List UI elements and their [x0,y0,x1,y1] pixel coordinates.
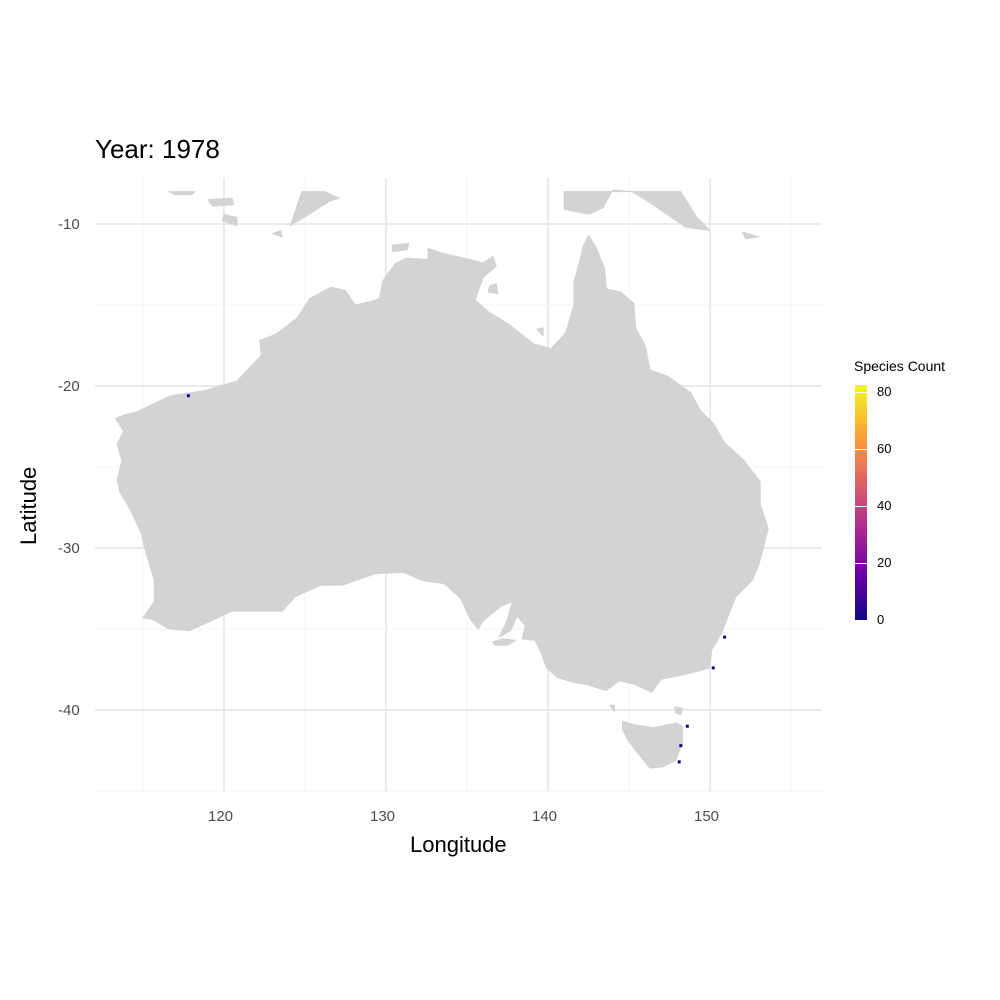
legend-tick-mark [855,620,867,621]
x-tick-label: 120 [208,808,233,825]
island-shape [208,198,234,206]
legend-tick-mark [855,392,867,393]
island-shape [169,192,195,195]
y-tick-label: -10 [58,216,80,233]
y-tick-label: -40 [58,702,80,719]
island-shape [393,243,409,251]
kangaroo-island-shape [493,639,516,646]
species-point [686,725,689,728]
species-point [678,760,681,763]
tasmania-shape [623,721,683,768]
species-point [679,744,682,747]
legend-tick-mark [855,563,867,564]
x-tick-label: 130 [370,808,395,825]
mainland-shape [116,235,769,692]
island-shape [273,231,283,238]
legend-tick-label: 40 [877,498,891,513]
y-tick-label: -30 [58,540,80,557]
legend-title: Species Count [854,358,945,374]
species-point [187,394,190,397]
island-shape [674,707,682,715]
legend-tick-mark [855,449,867,450]
timor-shape [290,192,339,226]
island-shape [742,232,758,239]
x-tick-label: 150 [694,808,719,825]
species-point [712,666,715,669]
legend-colorbar [855,385,867,621]
plot-title: Year: 1978 [95,134,220,165]
island-shape [488,284,498,294]
y-axis-label: Latitude [16,467,42,545]
legend-tick-label: 20 [877,555,891,570]
legend-tick-mark [855,506,867,507]
land-mass [116,190,769,768]
legend-tick-label: 80 [877,384,891,399]
island-shape [537,328,543,336]
species-point [723,636,726,639]
legend-tick-label: 60 [877,441,891,456]
x-axis-label: Longitude [410,832,507,858]
x-tick-label: 140 [532,808,557,825]
legend-tick-label: 0 [877,612,884,627]
y-tick-label: -20 [58,378,80,395]
